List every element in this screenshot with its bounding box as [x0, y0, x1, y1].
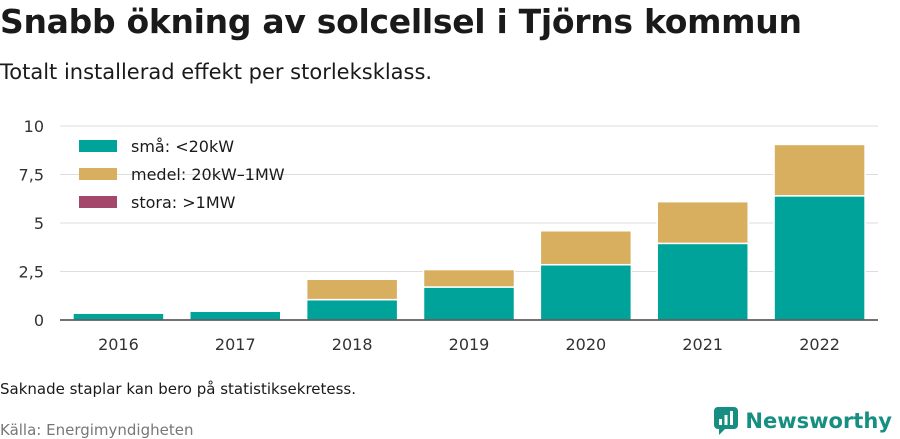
bar-segment: [422, 268, 516, 288]
x-tick-label: 2016: [98, 335, 139, 354]
chart-subtitle: Totalt installerad effekt per storlekskl…: [0, 60, 433, 84]
legend-swatch: [79, 196, 117, 208]
bar-segment: [773, 195, 866, 321]
x-tick-label: 2018: [332, 335, 373, 354]
legend-label: medel: 20kW–1MW: [131, 165, 285, 184]
bar-segment: [539, 263, 633, 321]
bar-segment: [539, 230, 633, 266]
chart-title: Snabb ökning av solcellsel i Tjörns komm…: [0, 2, 802, 41]
y-tick-label: 10: [24, 117, 44, 136]
legend-swatch: [79, 168, 117, 180]
bar-segment: [189, 310, 282, 321]
source-credit: Källa: Energimyndigheten: [0, 421, 194, 439]
bar-segment: [656, 242, 749, 321]
x-tick-label: 2022: [799, 335, 840, 354]
bar-segment: [72, 312, 165, 321]
bar-segment: [305, 298, 399, 321]
newsworthy-logo: Newsworthy: [713, 406, 892, 436]
legend-label: stora: >1MW: [131, 193, 236, 212]
bar-segment: [656, 200, 749, 245]
newsworthy-logo-icon: [714, 407, 739, 435]
brand-name: Newsworthy: [745, 409, 892, 433]
legend-swatch: [79, 140, 117, 152]
bar-segment: [305, 278, 399, 301]
footnote: Saknade staplar kan bero på statistiksek…: [0, 380, 357, 398]
bar-segment: [422, 286, 516, 321]
y-tick-label: 0: [34, 311, 44, 330]
legend: små: <20kW medel: 20kW–1MW stora: >1MW: [79, 137, 285, 212]
y-tick-label: 2,5: [19, 263, 44, 282]
legend-label: små: <20kW: [131, 137, 234, 156]
y-axis-tick-labels: 0 2,5 5 7,5 10: [19, 117, 44, 330]
x-tick-label: 2017: [215, 335, 256, 354]
bars: [72, 143, 866, 321]
x-axis-tick-labels: 2016 2017 2018 2019 2020 2021 2022: [98, 335, 840, 354]
x-tick-label: 2020: [565, 335, 606, 354]
x-tick-label: 2021: [682, 335, 723, 354]
y-tick-label: 7,5: [19, 166, 44, 185]
y-tick-label: 5: [34, 214, 44, 233]
x-tick-label: 2019: [449, 335, 490, 354]
bar-segment: [773, 143, 866, 197]
